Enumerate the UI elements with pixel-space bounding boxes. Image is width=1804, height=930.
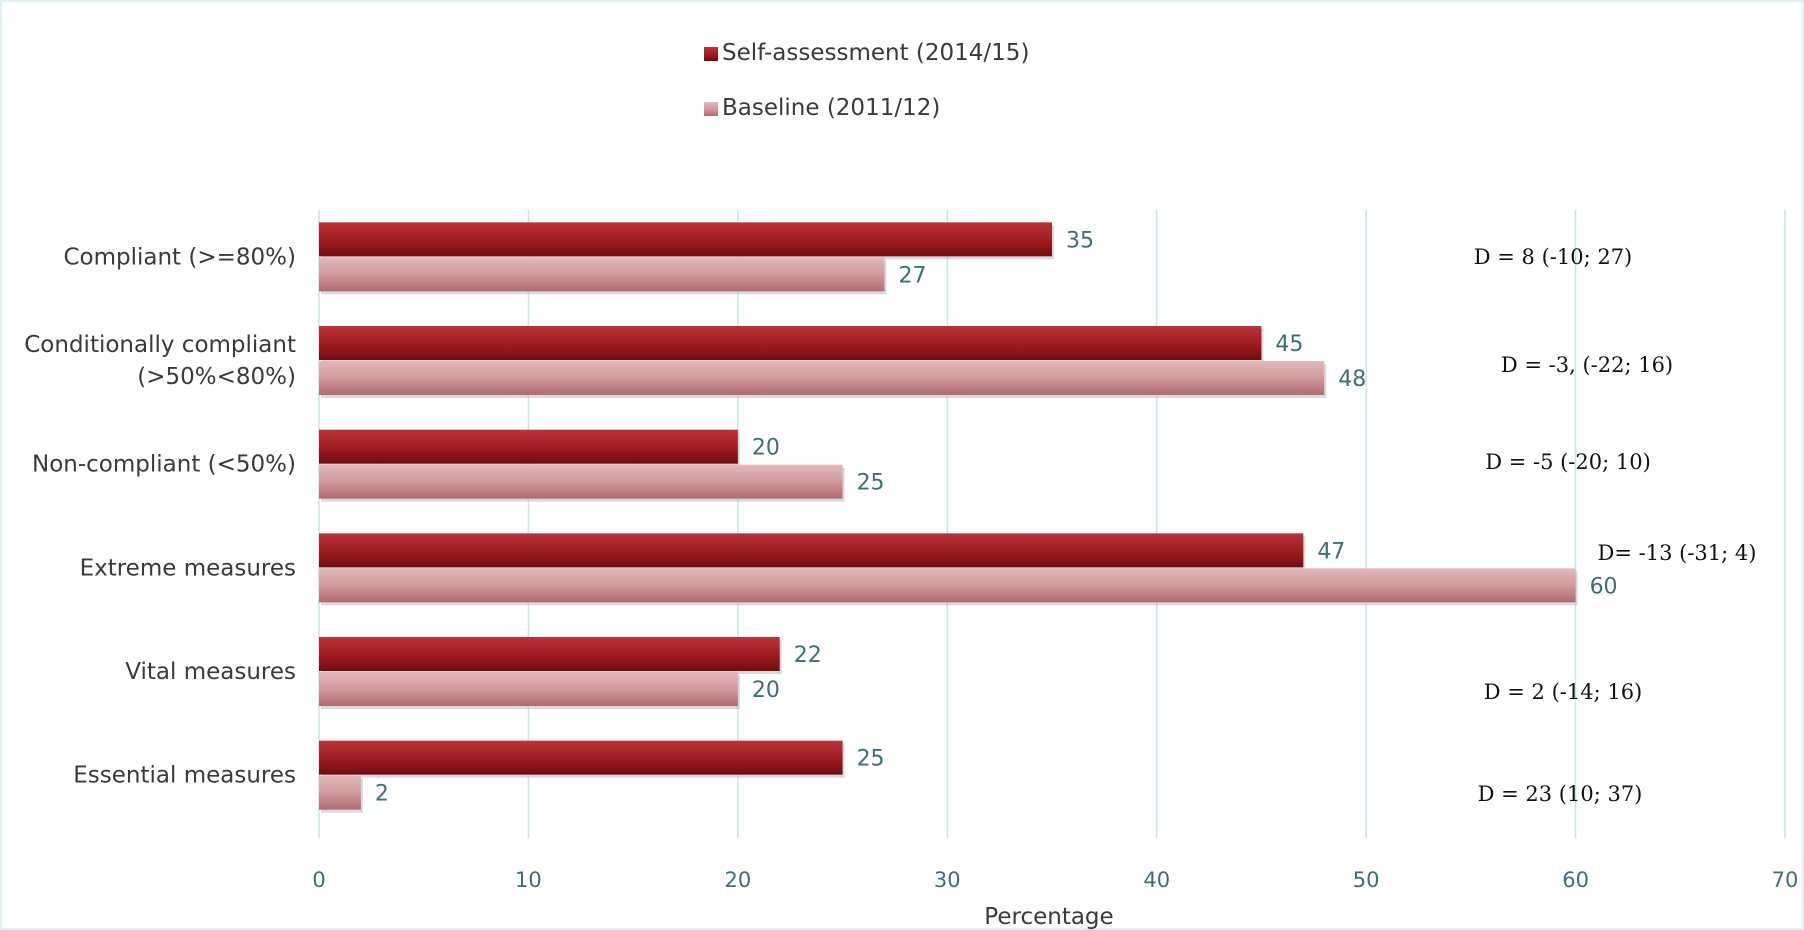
- legend: Self-assessment (2014/15) Baseline (2011/…: [704, 40, 1029, 121]
- category-label: Vital measures: [125, 659, 296, 685]
- bar-self-assessment: [319, 637, 780, 671]
- x-tick-label: 40: [1143, 868, 1170, 892]
- bar-value-label: 45: [1275, 332, 1303, 357]
- bar-value-label: 25: [857, 747, 885, 772]
- bar-value-label: 2: [375, 782, 389, 807]
- x-tick-label: 50: [1353, 868, 1380, 892]
- legend-label: Self-assessment (2014/15): [722, 40, 1029, 66]
- bar-value-label: 60: [1590, 574, 1618, 599]
- bar-value-label: 35: [1066, 228, 1094, 253]
- gridlines: [318, 210, 1786, 838]
- bar-self-assessment: [319, 429, 738, 464]
- difference-annotation: D= -13 (-31; 4): [1598, 541, 1757, 565]
- difference-annotation: D = 23 (10; 37): [1478, 782, 1643, 806]
- x-tick-label: 30: [934, 868, 961, 892]
- bar-baseline: [319, 568, 1576, 603]
- category-label: Conditionally compliant: [24, 332, 296, 358]
- legend-swatch: [704, 47, 718, 61]
- labels: 0 10 20 30 40 50 60 70 35 27 Compliant (>=80%) 45 48…: [24, 228, 1798, 892]
- bar-value-label: 20: [752, 436, 780, 461]
- bar-self-assessment: [319, 326, 1262, 360]
- category-label: (>50%<80%): [137, 364, 296, 390]
- x-tick-label: 60: [1562, 868, 1589, 892]
- bar-self-assessment: [319, 533, 1304, 568]
- x-tick-label: 10: [515, 868, 542, 892]
- category-label: Extreme measures: [80, 555, 296, 581]
- x-axis-title: Percentage: [984, 904, 1113, 930]
- category-label: Non-compliant (<50%): [32, 452, 296, 478]
- bar-baseline: [319, 257, 885, 292]
- bar-value-label: 27: [898, 263, 926, 288]
- bar-value-label: 48: [1338, 367, 1366, 392]
- difference-annotation: D = 8 (-10; 27): [1474, 245, 1633, 269]
- category-label: Compliant (>=80%): [63, 244, 296, 270]
- category-label: Essential measures: [73, 763, 296, 789]
- bar-self-assessment: [319, 222, 1052, 257]
- legend-label: Baseline (2011/12): [722, 95, 940, 121]
- bar-self-assessment: [319, 740, 843, 775]
- x-tick-label: 0: [312, 868, 325, 892]
- legend-swatch: [704, 102, 718, 116]
- difference-annotation: D = -3, (-22; 16): [1501, 353, 1673, 377]
- bars: [319, 222, 1578, 813]
- x-tick-label: 70: [1772, 868, 1799, 892]
- bar-value-label: 47: [1317, 539, 1345, 564]
- difference-annotation: D = 2 (-14; 16): [1484, 680, 1643, 704]
- bar-baseline: [319, 361, 1325, 395]
- bar-baseline: [319, 672, 738, 706]
- bar-value-label: 22: [794, 643, 822, 668]
- x-tick-label: 20: [724, 868, 751, 892]
- bar-value-label: 20: [752, 678, 780, 703]
- bar-value-label: 25: [857, 471, 885, 496]
- bar-baseline: [319, 775, 361, 810]
- difference-annotation: D = -5 (-20; 10): [1485, 450, 1651, 474]
- bar-baseline: [319, 464, 843, 499]
